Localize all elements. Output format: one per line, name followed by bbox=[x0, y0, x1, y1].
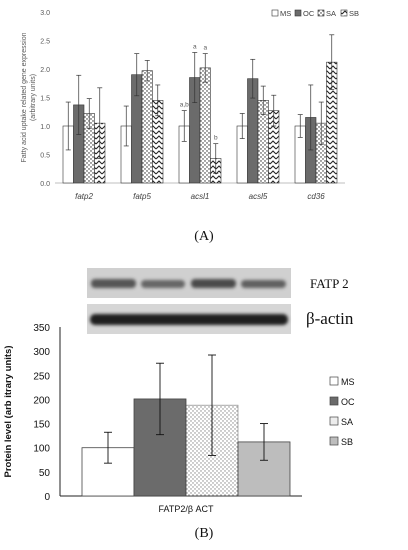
legend-label: SA bbox=[326, 9, 336, 18]
legend-label: OC bbox=[303, 9, 315, 18]
legend-swatch-sa bbox=[329, 416, 339, 426]
legend-label: SA bbox=[341, 417, 353, 427]
y-tick-label: 150 bbox=[33, 420, 50, 431]
significance-label: a,b bbox=[180, 102, 189, 109]
panel-b-label: (B) bbox=[194, 526, 214, 541]
x-tick-label: acsl1 bbox=[191, 192, 210, 201]
blot-label-actin: β-actin bbox=[306, 309, 354, 328]
blot-band bbox=[191, 279, 236, 288]
y-axis-label-line: (arbitrary units) bbox=[30, 74, 37, 121]
significance-label: a bbox=[193, 43, 197, 50]
blot-band bbox=[90, 314, 288, 325]
y-tick-label: 3.0 bbox=[40, 10, 50, 17]
x-tick-label: fatp5 bbox=[133, 192, 151, 201]
y-tick-label: 2.5 bbox=[40, 39, 50, 46]
legend-swatch-sb bbox=[329, 436, 339, 446]
blot-band bbox=[91, 279, 136, 288]
y-tick-label: 1.5 bbox=[40, 96, 50, 103]
y-tick-label: 250 bbox=[33, 371, 50, 382]
protein-level-chart: 0 50 100 150 200 250 300 350 Protein level (arb … bbox=[3, 323, 355, 514]
significance-label: b bbox=[214, 135, 218, 142]
legend-swatch-sa bbox=[317, 9, 325, 17]
bar-sa bbox=[199, 67, 211, 184]
legend-swatch-sb bbox=[340, 9, 348, 17]
x-tick-label: cd36 bbox=[307, 192, 325, 201]
blot-strip-actin bbox=[87, 304, 291, 334]
y-tick-label: 200 bbox=[33, 395, 50, 406]
legend-swatch-ms bbox=[329, 376, 339, 386]
y-tick-label: 100 bbox=[33, 444, 50, 455]
panel-a-label: (A) bbox=[194, 229, 214, 244]
blot-strip-fatp2 bbox=[87, 268, 291, 298]
x-tick-label: fatp2 bbox=[75, 192, 93, 201]
y-tick-label: 0.0 bbox=[40, 181, 50, 188]
y-tick-label: 50 bbox=[39, 468, 51, 479]
x-tick-label: acsl5 bbox=[249, 192, 268, 201]
blot-band bbox=[241, 280, 286, 288]
legend-swatch-oc bbox=[329, 396, 339, 406]
blot-label-fatp2: FATP 2 bbox=[310, 276, 349, 291]
y-tick-label: 350 bbox=[33, 323, 50, 334]
blot-band bbox=[141, 280, 185, 288]
legend-label: MS bbox=[341, 377, 355, 387]
y-tick-label: 2.0 bbox=[40, 67, 50, 74]
y-axis-label-line: Fatty acid uptake related gene expressio… bbox=[21, 32, 28, 162]
significance-label: a bbox=[203, 45, 207, 52]
y-axis-label: Fatty acid uptake related gene expressio… bbox=[21, 32, 37, 162]
legend-label: SB bbox=[349, 9, 359, 18]
y-axis-label: Protein level (arb itrary units) bbox=[3, 346, 14, 478]
bar-sa bbox=[141, 70, 153, 184]
legend-label: SB bbox=[341, 437, 353, 447]
gene-expression-chart: 0.0 0.5 1.0 1.5 2.0 2.5 3.0 Fatty acid uptake r… bbox=[21, 9, 359, 201]
western-blot bbox=[87, 268, 291, 334]
legend-label: OC bbox=[341, 397, 355, 407]
y-tick-label: 300 bbox=[33, 347, 50, 358]
x-tick-label: FATP2/β ACT bbox=[158, 504, 214, 514]
legend-label: MS bbox=[280, 9, 291, 18]
y-tick-label: 0 bbox=[44, 492, 50, 503]
legend-swatch-ms bbox=[271, 9, 279, 17]
y-tick-label: 0.5 bbox=[40, 153, 50, 160]
legend-swatch-oc bbox=[294, 9, 302, 17]
y-tick-label: 1.0 bbox=[40, 124, 50, 131]
